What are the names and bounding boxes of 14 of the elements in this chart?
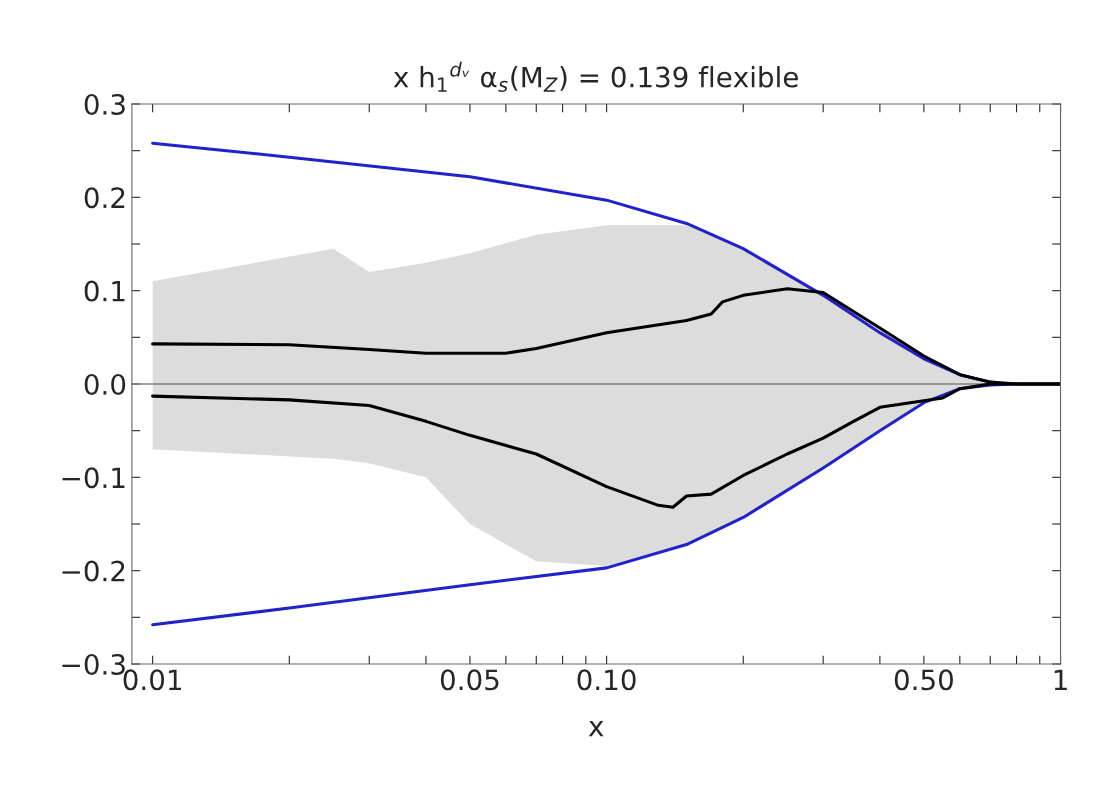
y-tick-label: 0.2 bbox=[84, 187, 125, 209]
y-tick-label: −0.3 bbox=[62, 653, 125, 675]
y-tick-label: −0.2 bbox=[62, 560, 125, 582]
y-tick-label: −0.1 bbox=[62, 467, 125, 489]
y-tick-label: 0.3 bbox=[84, 93, 125, 115]
x-tick-label: 1 bbox=[1054, 669, 1067, 690]
x-tick-label: 0.05 bbox=[440, 669, 499, 691]
x-tick-label: 0.10 bbox=[577, 669, 636, 691]
y-tick-label: 0.0 bbox=[84, 373, 126, 395]
x-axis-title: x bbox=[588, 721, 604, 737]
y-tick-label: 0.1 bbox=[84, 280, 125, 302]
x-tick-label: 0.50 bbox=[894, 669, 953, 691]
x-tick-label: 0.01 bbox=[123, 669, 182, 691]
chart-title: x h$_{1}$$^{dᵥ}$ α$_{s}$(M$_{Z}$) = 0.139 flexible bbox=[393, 61, 798, 93]
